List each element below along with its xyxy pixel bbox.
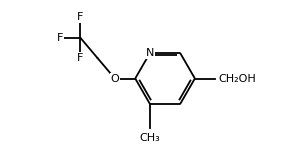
Text: F: F (77, 53, 84, 63)
Text: F: F (77, 12, 84, 22)
Text: O: O (110, 73, 119, 84)
Text: CH₂OH: CH₂OH (218, 73, 256, 84)
Text: F: F (57, 33, 63, 43)
Text: CH₃: CH₃ (140, 133, 160, 143)
Text: N: N (146, 48, 154, 58)
